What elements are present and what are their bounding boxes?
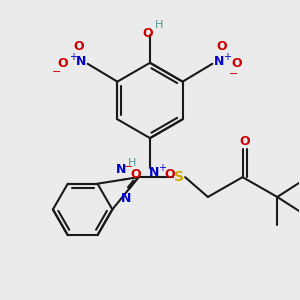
- Text: N: N: [76, 55, 86, 68]
- Text: O: O: [164, 168, 175, 181]
- Text: O: O: [74, 40, 84, 53]
- Text: O: O: [143, 27, 153, 40]
- Text: −: −: [124, 162, 133, 172]
- Text: −: −: [52, 67, 62, 77]
- Text: H: H: [155, 20, 163, 30]
- Text: N: N: [214, 55, 224, 68]
- Text: O: O: [239, 135, 250, 148]
- Text: O: O: [131, 168, 141, 181]
- Text: H: H: [128, 158, 136, 168]
- Text: N: N: [149, 166, 159, 179]
- Text: S: S: [174, 170, 184, 184]
- Text: N: N: [121, 192, 132, 205]
- Text: N: N: [116, 163, 126, 176]
- Text: +: +: [158, 163, 166, 173]
- Text: −: −: [228, 69, 238, 79]
- Text: O: O: [232, 57, 242, 70]
- Text: O: O: [58, 57, 68, 70]
- Text: +: +: [69, 52, 77, 62]
- Text: +: +: [223, 52, 231, 62]
- Text: O: O: [216, 40, 226, 53]
